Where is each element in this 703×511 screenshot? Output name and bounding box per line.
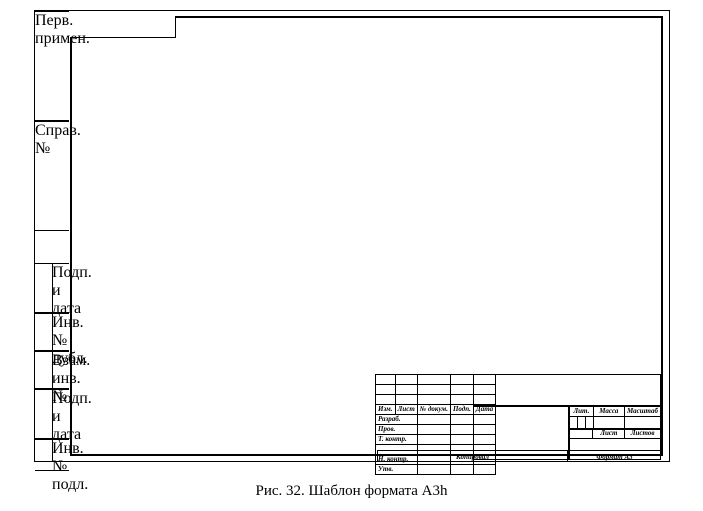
tb-sheet-row: Лист Листов xyxy=(570,429,661,439)
tb-sheet-listov: Листов xyxy=(625,429,661,439)
tb-h-podp: Подп. xyxy=(450,405,473,415)
tb-sheet-list: Лист xyxy=(593,429,625,439)
left-cell-inv-podl: Инв. № подл. xyxy=(52,439,69,471)
footer-format: Формат А3 xyxy=(567,450,661,462)
tb-role-prov-lbl: Пров. xyxy=(376,425,418,435)
title-block: Изм. Лист № докум. Подп. Дата Разраб. Пр… xyxy=(375,374,661,460)
figure-caption: Рис. 32. Шаблон формата A3h xyxy=(0,483,703,500)
footer-strip: Копировал Формат А3 xyxy=(70,450,663,462)
left-data-2 xyxy=(35,313,52,351)
tb-role-razrab-lbl: Разраб. xyxy=(376,415,418,425)
footer-kopiroval-label: Копировал xyxy=(456,453,489,461)
left-data-1 xyxy=(35,263,52,313)
left-cell-podp-data-1: Подп. и дата xyxy=(52,263,69,313)
left-cell-sprav-no: Справ. № xyxy=(35,121,69,231)
tb-spec-header: Лит. Масса Масштаб xyxy=(570,407,661,417)
tb-role-tkontr-lbl: Т. контр. xyxy=(376,435,418,445)
tb-h-list: Лист xyxy=(395,405,417,415)
left-cell-podp-data-2: Подп. и дата xyxy=(52,389,69,439)
tb-spec-table: Лит. Масса Масштаб xyxy=(569,406,661,430)
left-data-4 xyxy=(35,389,52,439)
left-strip-lower-data xyxy=(35,263,52,461)
tb-h-ndoc: № докум. xyxy=(417,405,450,415)
tb-spec-scale: Масштаб xyxy=(624,407,660,417)
footer-format-label: Формат А3 xyxy=(596,453,632,461)
tb-role-utv-lbl: Утв. xyxy=(376,465,418,475)
left-cell-vzam-inv: Взам. инв. № xyxy=(52,351,69,389)
left-cell-perv-primen: Перв. примен. xyxy=(35,11,69,121)
tb-h-izm: Изм. xyxy=(376,405,396,415)
tb-spec-lit: Лит. xyxy=(570,407,594,417)
tb-spec-mass: Масса xyxy=(593,407,624,417)
left-data-3 xyxy=(35,351,52,389)
footer-kopiroval: Копировал xyxy=(377,450,567,462)
page: Перв. примен. Справ. № Подп. и дата Инв.… xyxy=(0,0,703,511)
left-cell-inv-dubl: Инв. № дубл. xyxy=(52,313,69,351)
tb-role-utv: Утв. xyxy=(376,465,496,475)
tb-designation-strip xyxy=(473,374,661,406)
left-strip-upper: Перв. примен. Справ. № xyxy=(35,11,69,227)
left-data-5 xyxy=(35,439,52,471)
left-strip-lower-labels: Подп. и дата Инв. № дубл. Взам. инв. № П… xyxy=(52,263,69,461)
